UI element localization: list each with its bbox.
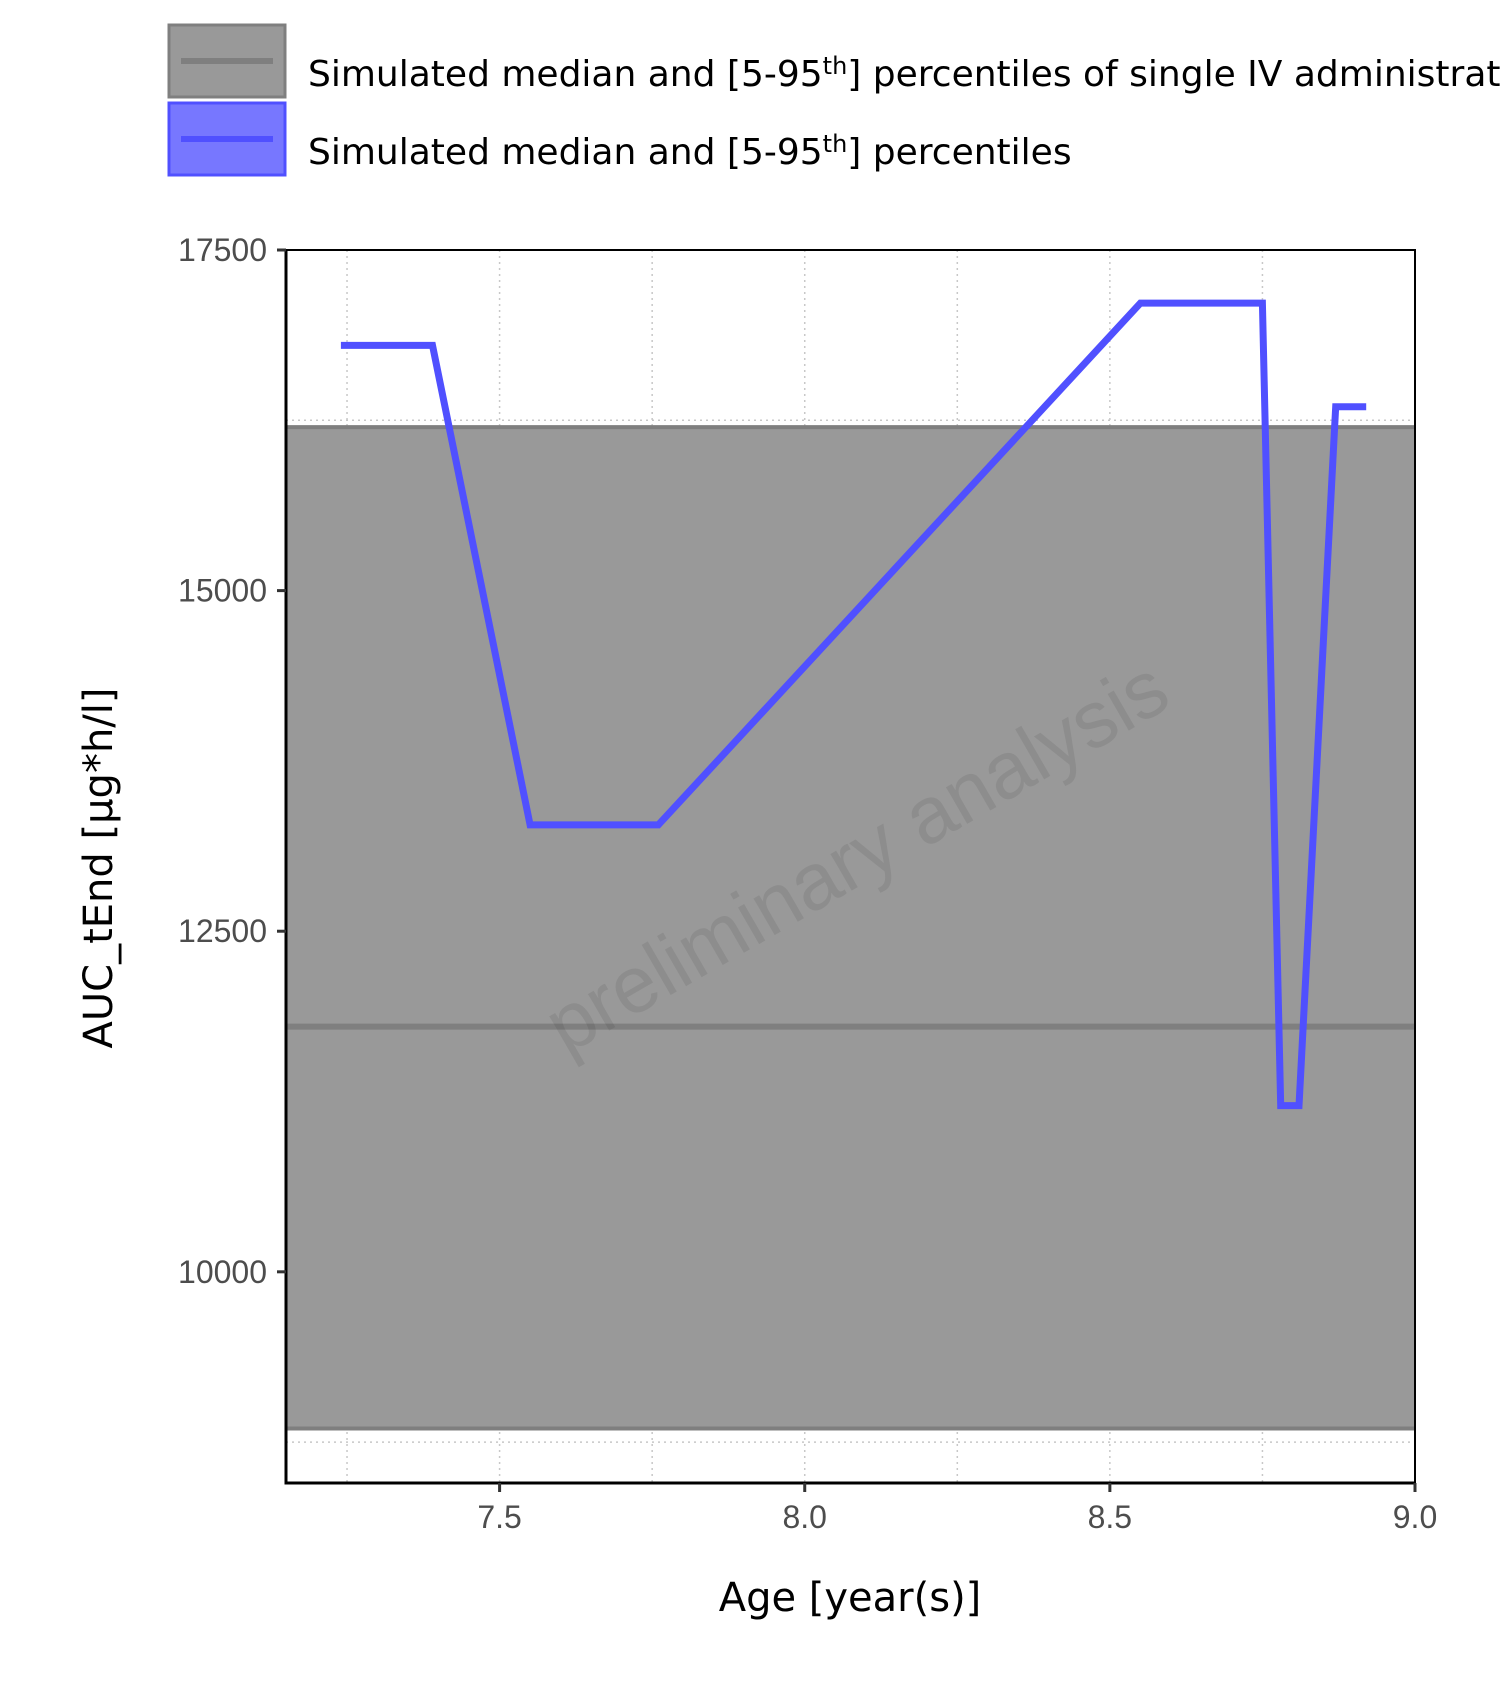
y-tick-label: 12500 [178,913,267,949]
y-axis-title: AUC_tEnd [µg*h/l] [76,688,122,1049]
series [340,299,1367,1110]
y-axis-ticks: 10000 12500 15000 17500 [178,232,286,1290]
x-tick-label: 9.0 [1393,1499,1437,1535]
series-line [340,299,1367,1110]
x-tick-label: 8.5 [1088,1499,1132,1535]
x-tick-label: 7.5 [477,1499,521,1535]
legend-item-single-iv: Simulated median and [5-95th] percentile… [167,23,1500,99]
y-tick-label: 15000 [178,573,267,609]
x-axis-title: Age [year(s)] [719,1575,982,1621]
y-tick-label: 10000 [178,1254,267,1290]
legend: Simulated median and [5-95th] percentile… [167,23,1500,177]
legend-item-simulated: Simulated median and [5-95th] percentile… [167,101,1072,177]
x-axis-ticks: 7.5 8.0 8.5 9.0 [477,1483,1437,1535]
legend-label-simulated: Simulated median and [5-95th] percentile… [308,130,1072,173]
axes [284,249,1416,1485]
y-tick-label: 17500 [178,232,267,268]
reference-band [286,425,1415,1431]
x-tick-label: 8.0 [782,1499,826,1535]
reference-band-area [286,427,1415,1429]
legend-label-single-iv: Simulated median and [5-95th] percentile… [308,52,1500,95]
